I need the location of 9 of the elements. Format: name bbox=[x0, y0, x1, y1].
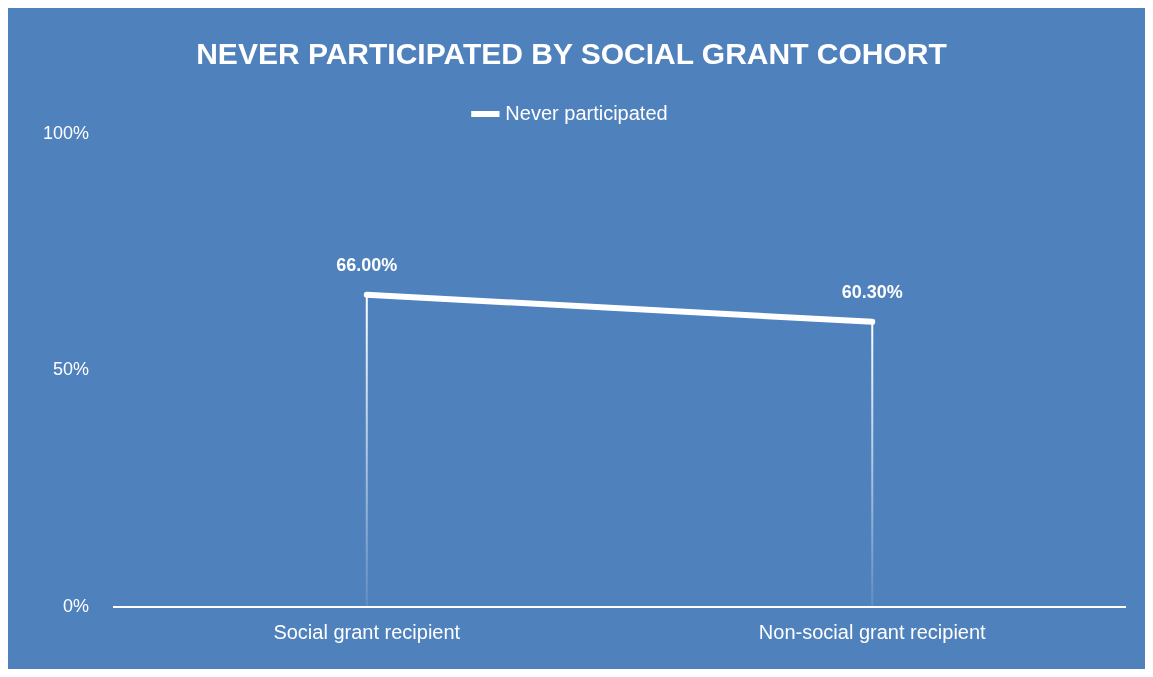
y-tick-label: 50% bbox=[53, 359, 90, 380]
y-tick-label: 0% bbox=[63, 595, 90, 616]
y-tick-label: 100% bbox=[42, 122, 90, 143]
chart-title: NEVER PARTICIPATED BY SOCIAL GRANT COHORT bbox=[196, 37, 947, 71]
data-label: 66.00% bbox=[336, 254, 398, 275]
legend-label: Never participated bbox=[505, 101, 668, 124]
x-tick-label: Social grant recipient bbox=[273, 620, 461, 643]
data-label: 60.30% bbox=[841, 281, 903, 302]
x-tick-label: Non-social grant recipient bbox=[758, 620, 987, 643]
